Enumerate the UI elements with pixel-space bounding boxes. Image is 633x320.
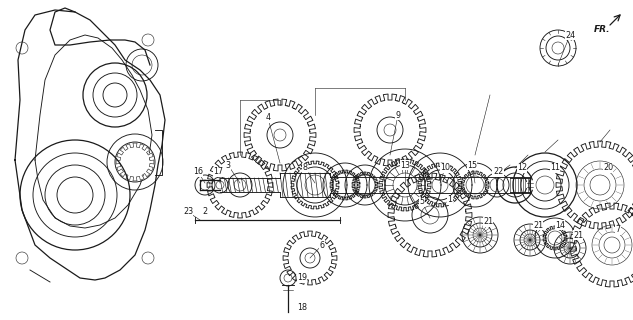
Polygon shape: [556, 141, 633, 229]
Polygon shape: [418, 163, 462, 207]
Text: 10: 10: [440, 164, 450, 172]
Polygon shape: [330, 170, 360, 200]
Text: 17: 17: [213, 167, 223, 177]
Text: 20: 20: [603, 164, 613, 172]
Text: 24: 24: [565, 30, 575, 39]
Polygon shape: [291, 161, 339, 209]
Text: 2: 2: [203, 207, 208, 217]
Text: 16: 16: [193, 167, 203, 177]
Text: 7: 7: [615, 226, 620, 235]
Text: 6: 6: [320, 241, 325, 250]
Polygon shape: [352, 172, 378, 198]
Polygon shape: [116, 143, 154, 181]
Polygon shape: [207, 152, 273, 218]
Text: 21: 21: [573, 230, 583, 239]
Text: 19: 19: [297, 274, 307, 283]
Text: 21: 21: [533, 220, 543, 229]
Text: 13: 13: [400, 161, 410, 170]
Polygon shape: [388, 173, 472, 257]
Text: 14: 14: [555, 220, 565, 229]
Text: 1: 1: [448, 196, 453, 204]
Text: 9: 9: [396, 110, 401, 119]
Text: 21: 21: [483, 218, 493, 227]
Text: 11: 11: [550, 164, 560, 172]
Polygon shape: [543, 226, 567, 250]
Polygon shape: [379, 159, 431, 211]
Polygon shape: [354, 94, 426, 166]
Text: 4: 4: [265, 114, 270, 123]
Text: 23: 23: [183, 207, 193, 217]
Polygon shape: [244, 99, 316, 171]
Polygon shape: [461, 171, 489, 199]
Text: 8: 8: [303, 164, 308, 172]
Text: 12: 12: [517, 164, 527, 172]
Polygon shape: [570, 203, 633, 287]
Text: 3: 3: [225, 161, 230, 170]
Text: 5: 5: [420, 197, 425, 206]
Text: 18: 18: [297, 303, 307, 313]
Text: FR.: FR.: [594, 26, 610, 35]
Polygon shape: [283, 231, 337, 285]
Text: 15: 15: [467, 161, 477, 170]
Text: 22: 22: [493, 167, 503, 177]
